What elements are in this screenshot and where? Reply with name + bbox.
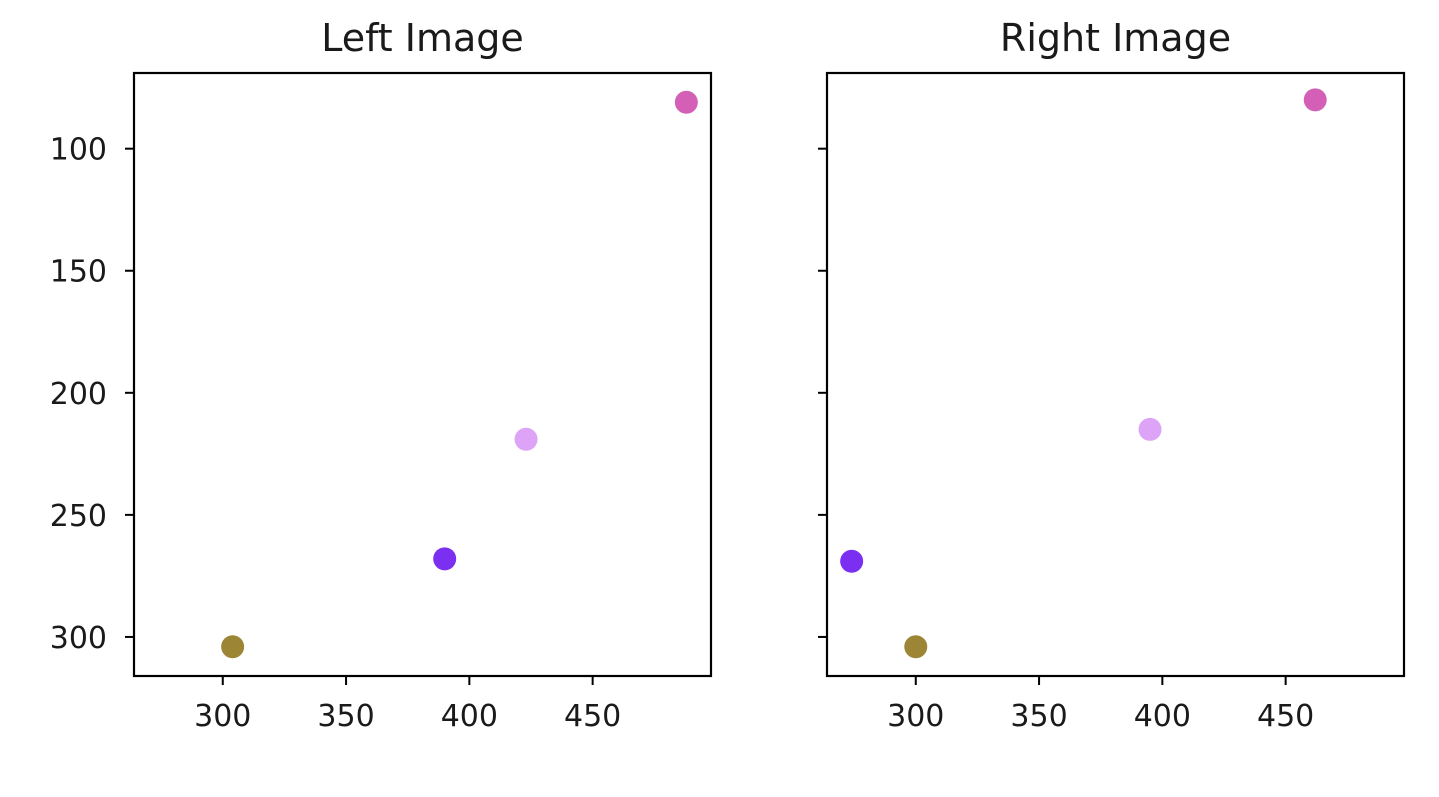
left-chart-title: Left Image <box>321 16 524 60</box>
left-scatter-point <box>514 427 538 451</box>
left-x-tick-label: 300 <box>194 699 251 734</box>
left-scatter-point <box>433 547 457 571</box>
left-y-tick-label: 250 <box>50 499 107 534</box>
left-scatter-point <box>674 90 698 114</box>
left-x-tick-label: 400 <box>441 699 498 734</box>
left-y-tick-label: 200 <box>50 377 107 412</box>
left-y-tick-label: 300 <box>50 621 107 656</box>
left-y-tick-label: 150 <box>50 255 107 290</box>
right-chart-title: Right Image <box>1000 16 1231 60</box>
right-scatter-point <box>840 549 864 573</box>
right-x-tick-label: 400 <box>1134 699 1191 734</box>
right-plot-frame <box>825 71 1406 678</box>
right-scatter-point <box>1303 88 1327 112</box>
left-scatter-point <box>221 635 245 659</box>
left-x-tick-label: 450 <box>564 699 621 734</box>
right-scatter-point <box>1138 417 1162 441</box>
right-x-tick-label: 450 <box>1257 699 1314 734</box>
left-panel: Left Image 300 350 400 450 100 150 200 250 300 <box>50 16 713 734</box>
right-scatter-point <box>904 635 928 659</box>
left-y-tick-label: 100 <box>50 133 107 168</box>
left-plot-frame <box>132 71 713 678</box>
right-x-tick-label: 300 <box>887 699 944 734</box>
left-x-tick-label: 350 <box>317 699 374 734</box>
right-panel: Right Image 300 350 400 450 <box>818 16 1406 734</box>
right-x-tick-label: 350 <box>1010 699 1067 734</box>
